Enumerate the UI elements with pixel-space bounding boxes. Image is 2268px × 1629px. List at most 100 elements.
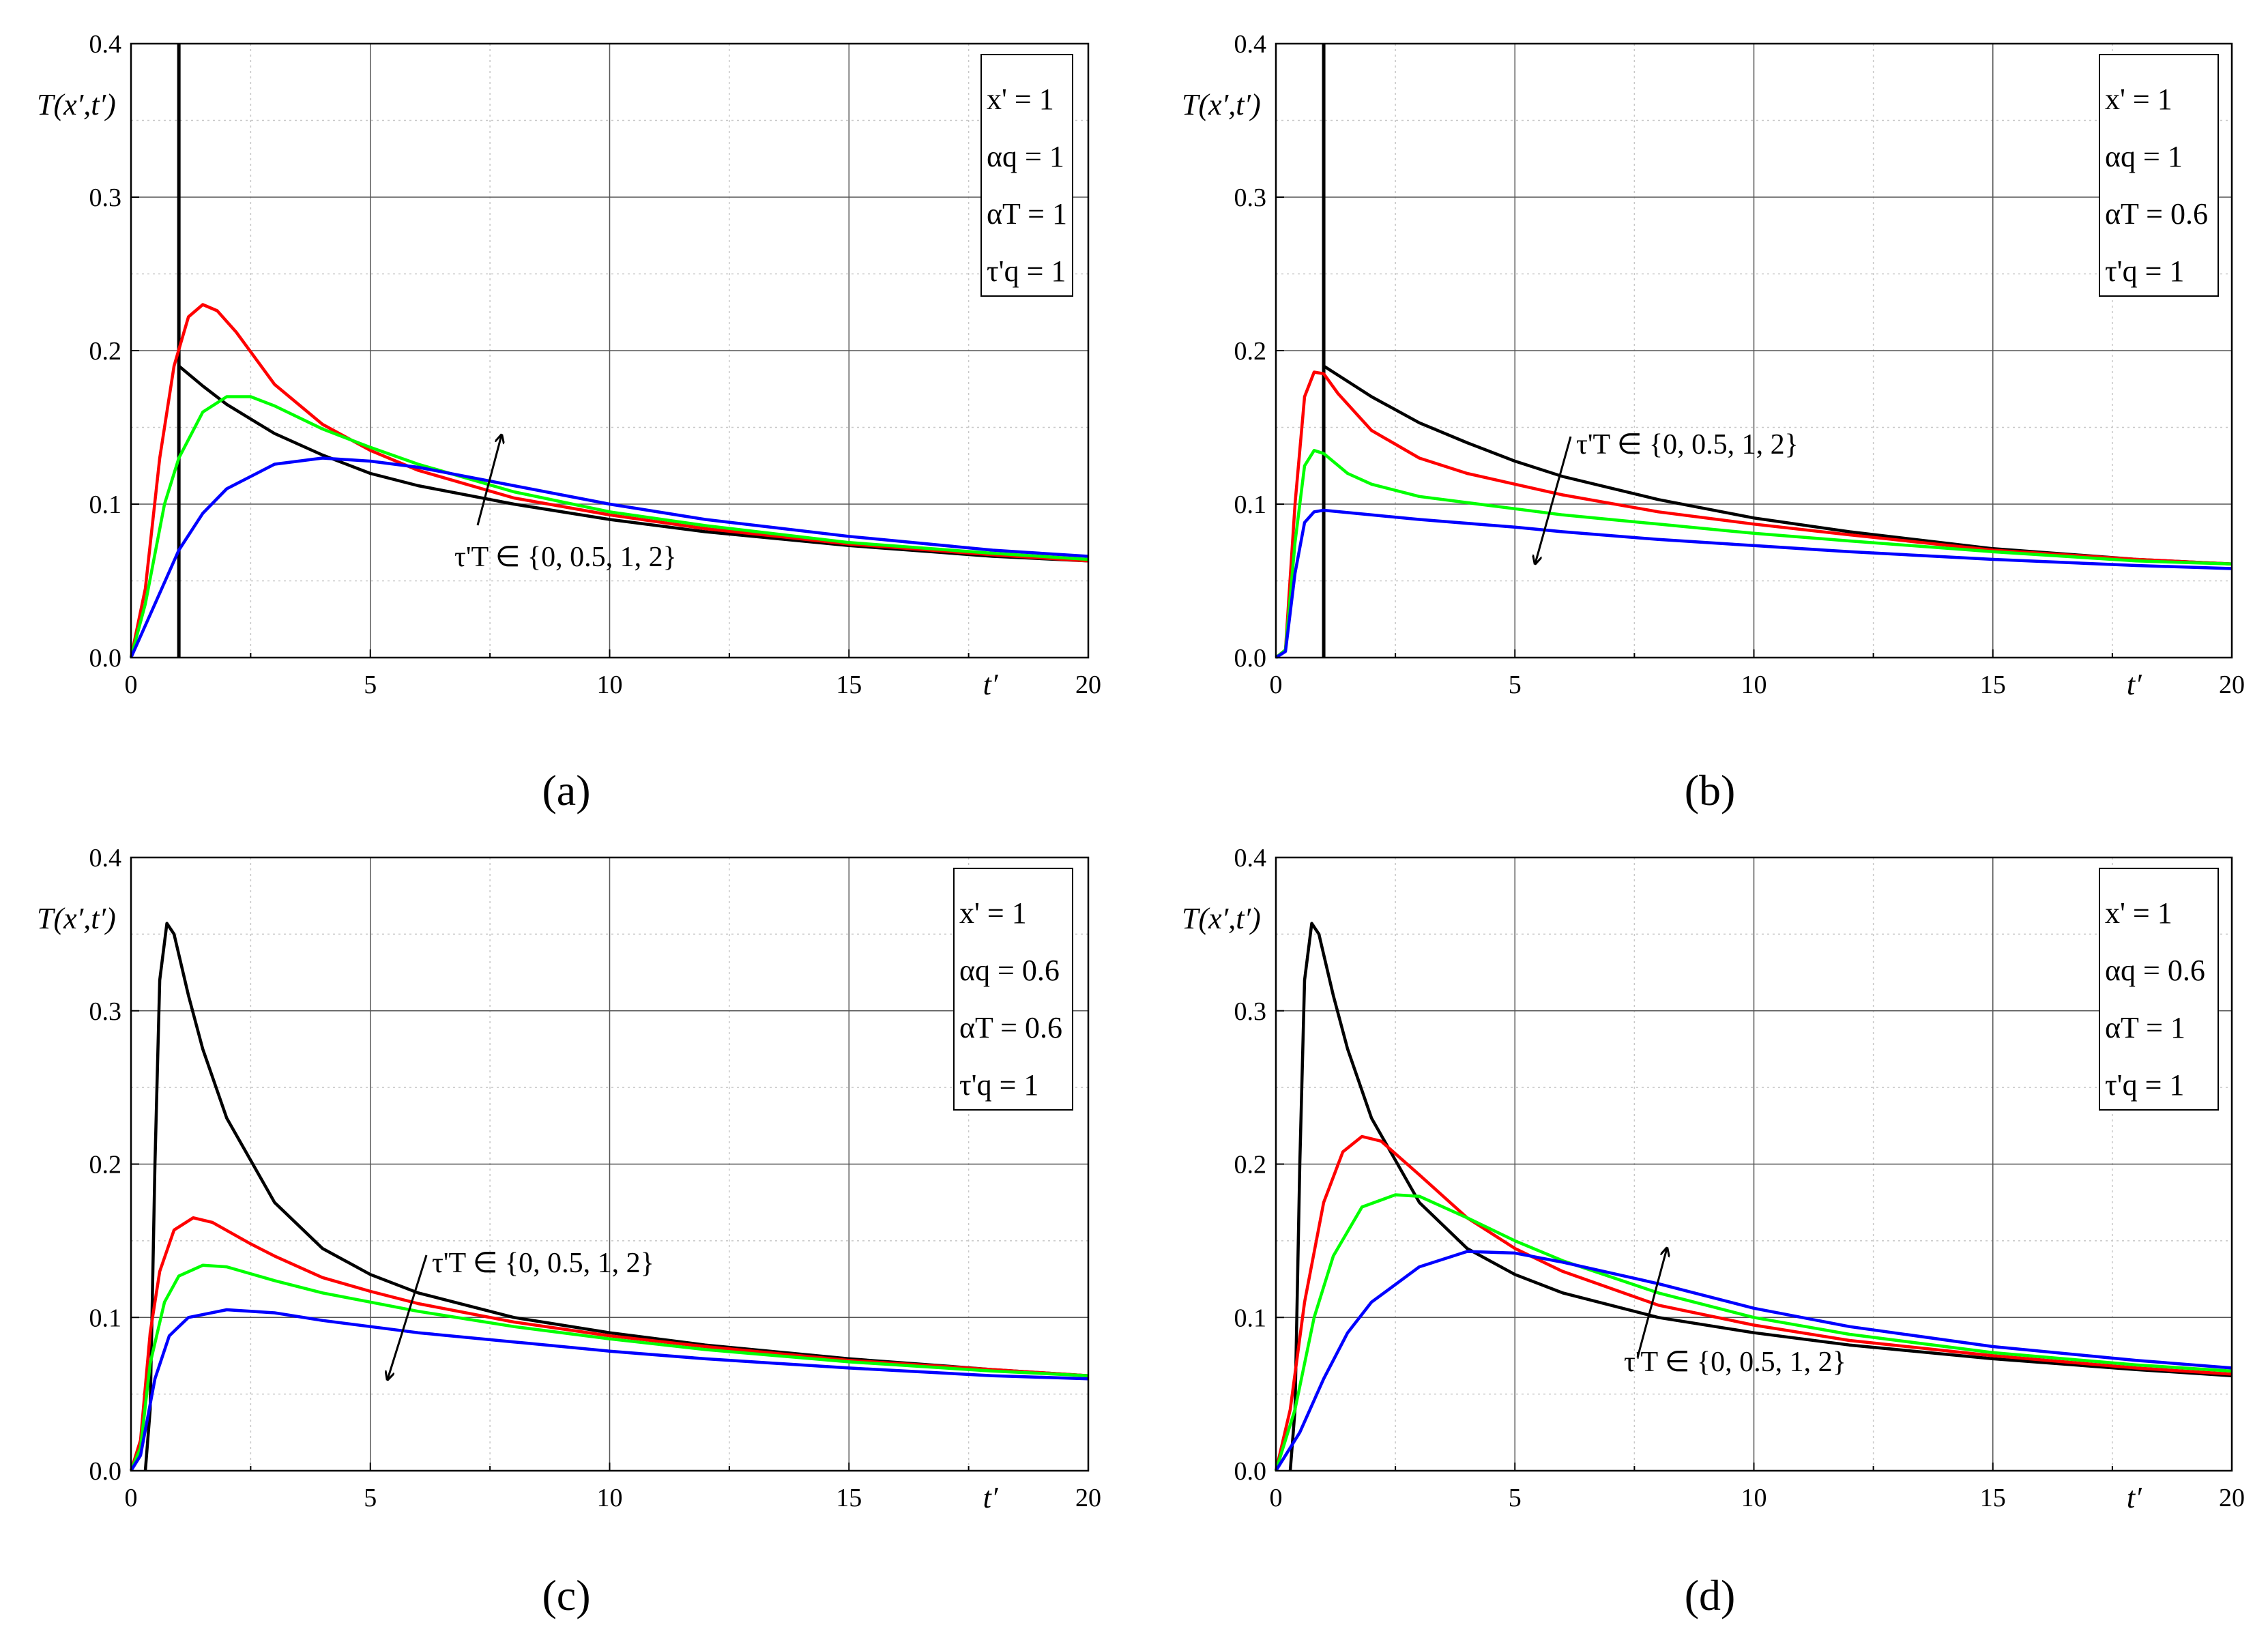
- x-tick-label: 15: [836, 671, 862, 699]
- series-line-0: [177, 364, 1089, 563]
- annotation-label: τ'T ∈ {0, 0.5, 1, 2}: [1576, 429, 1799, 460]
- y-tick-label: 0.4: [1234, 30, 1267, 59]
- chart-panel-3: 0 5 10 15 20 0.0 0.1 0.2 0.3 0.4 T(x′,t′) t′ x' = 1 α…: [37, 844, 1101, 1514]
- y-tick-label: 0.3: [89, 184, 122, 212]
- x-tick-label: 15: [836, 1484, 862, 1512]
- x-tick-label: 0: [125, 671, 138, 699]
- series-line-1: [129, 1216, 1089, 1471]
- legend-entry: τ'q = 1: [2105, 1068, 2184, 1102]
- x-axis-label: t′: [983, 668, 999, 701]
- y-tick-label: 0.1: [89, 1304, 122, 1332]
- chart-panel-4: 0 5 10 15 20 0.0 0.1 0.2 0.3 0.4 T(x′,t′) t′ x' = 1 α…: [1182, 844, 2245, 1514]
- y-tick-label: 0.2: [89, 337, 122, 366]
- plot-frame: [1275, 42, 2233, 659]
- legend-entry: αT = 1: [2105, 1011, 2185, 1044]
- plot-frame: [1275, 856, 2233, 1472]
- y-tick-label: 0.3: [1234, 997, 1267, 1026]
- y-tick-label: 0.2: [1234, 1151, 1267, 1179]
- y-tick-label: 0.1: [89, 490, 122, 519]
- x-tick-label: 0: [125, 1484, 138, 1512]
- series-line-3: [129, 456, 1089, 658]
- y-axis-label: T(x′,t′): [1182, 902, 1261, 935]
- legend-entry: τ'q = 1: [959, 1068, 1038, 1102]
- legend-entry: αT = 1: [987, 197, 1067, 231]
- legend-entry: αq = 0.6: [959, 954, 1060, 987]
- annotation-arrow: [388, 1254, 428, 1379]
- panel-caption: (a): [542, 766, 590, 814]
- y-tick-label: 0.3: [1234, 184, 1267, 212]
- x-tick-label: 5: [364, 671, 377, 699]
- series-line-2: [1275, 449, 2233, 659]
- x-tick-label: 10: [1741, 1484, 1767, 1512]
- x-tick-label: 10: [1741, 671, 1767, 699]
- series-line-0: [1288, 922, 2233, 1471]
- panel-caption: (c): [542, 1571, 590, 1619]
- x-tick-label: 0: [1270, 671, 1283, 699]
- x-tick-label: 15: [1980, 1484, 2006, 1512]
- chart-panel-1: 0 5 10 15 20 0.0 0.1 0.2 0.3 0.4 T(x′,t′) t′ x' = 1 α…: [37, 30, 1101, 701]
- y-tick-label: 0.4: [89, 844, 122, 872]
- x-tick-label: 0: [1270, 1484, 1283, 1512]
- plot-frame: [130, 42, 1090, 659]
- x-axis-label: t′: [983, 1481, 999, 1514]
- y-tick-label: 0.3: [89, 997, 122, 1026]
- x-tick-label: 20: [2219, 1484, 2245, 1512]
- x-tick-label: 5: [1509, 1484, 1522, 1512]
- annotation-label: τ'T ∈ {0, 0.5, 1, 2}: [432, 1248, 654, 1279]
- x-axis-label: t′: [2127, 668, 2142, 701]
- series-line-1: [1275, 370, 2233, 659]
- legend-entry: αq = 1: [987, 140, 1064, 173]
- x-tick-label: 5: [364, 1484, 377, 1512]
- series-line-2: [1274, 1193, 2233, 1471]
- legend-entry: τ'q = 1: [2105, 254, 2184, 288]
- chart-panel-2: 0 5 10 15 20 0.0 0.1 0.2 0.3 0.4 T(x′,t′) t′ x' = 1 α…: [1182, 30, 2245, 701]
- x-tick-label: 10: [597, 1484, 623, 1512]
- legend-box: [2099, 868, 2219, 1111]
- y-axis-label: T(x′,t′): [37, 88, 116, 121]
- y-tick-label: 0.0: [1234, 1457, 1267, 1486]
- panel-caption: (b): [1685, 766, 1736, 814]
- annotation-arrow: [1535, 436, 1572, 563]
- y-tick-label: 0.1: [1234, 1304, 1267, 1332]
- x-axis-label: t′: [2127, 1481, 2142, 1514]
- series-line-0: [143, 922, 1089, 1471]
- y-tick-label: 0.1: [1234, 490, 1267, 519]
- panel-caption: (d): [1685, 1571, 1736, 1619]
- legend-entry: αT = 0.6: [2105, 197, 2208, 231]
- series-line-2: [129, 1263, 1089, 1471]
- series-line-1: [129, 303, 1089, 658]
- legend-entry: αT = 0.6: [959, 1011, 1062, 1044]
- x-tick-label: 15: [1980, 671, 2006, 699]
- series-line-2: [129, 395, 1089, 658]
- legend-entry: αq = 0.6: [2105, 954, 2205, 987]
- annotation-label: τ'T ∈ {0, 0.5, 1, 2}: [1624, 1347, 1846, 1378]
- y-axis-label: T(x′,t′): [37, 902, 116, 935]
- x-tick-label: 20: [1075, 671, 1101, 699]
- y-tick-label: 0.4: [89, 30, 122, 59]
- y-tick-label: 0.4: [1234, 844, 1267, 872]
- annotation-arrow: [1636, 1248, 1667, 1358]
- x-tick-label: 20: [1075, 1484, 1101, 1512]
- series-line-3: [130, 1308, 1089, 1472]
- plot-frame: [130, 856, 1090, 1472]
- annotation-label: τ'T ∈ {0, 0.5, 1, 2}: [454, 542, 677, 573]
- x-tick-label: 5: [1509, 671, 1522, 699]
- y-tick-label: 0.2: [1234, 337, 1267, 366]
- x-tick-label: 10: [597, 671, 623, 699]
- y-tick-label: 0.0: [89, 1457, 122, 1486]
- legend-box: [980, 54, 1073, 297]
- series-line-3: [1275, 508, 2233, 659]
- legend-entry: x' = 1: [959, 896, 1027, 930]
- y-tick-label: 0.0: [1234, 644, 1267, 673]
- legend-box: [2099, 54, 2219, 297]
- annotation-arrow: [476, 435, 501, 526]
- y-axis-label: T(x′,t′): [1182, 88, 1261, 121]
- legend-entry: τ'q = 1: [987, 254, 1066, 288]
- y-tick-label: 0.0: [89, 644, 122, 673]
- legend-entry: x' = 1: [2105, 83, 2172, 116]
- legend-entry: x' = 1: [2105, 896, 2172, 930]
- legend-box: [953, 868, 1073, 1111]
- legend-entry: αq = 1: [2105, 140, 2183, 173]
- series-line-3: [1275, 1250, 2233, 1472]
